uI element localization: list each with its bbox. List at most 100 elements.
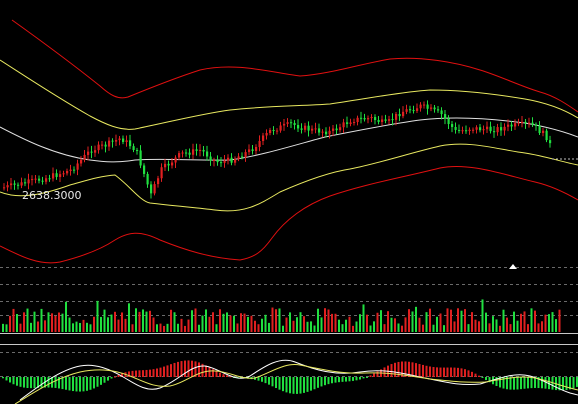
volume-bar bbox=[135, 308, 137, 332]
candle-body bbox=[416, 108, 419, 111]
macd-histogram-bar bbox=[93, 377, 95, 389]
macd-histogram-bar bbox=[194, 361, 197, 377]
macd-histogram-bar bbox=[345, 377, 347, 382]
macd-histogram-bar bbox=[366, 377, 368, 378]
macd-histogram-bar bbox=[222, 374, 225, 377]
candle-body bbox=[234, 159, 237, 163]
macd-histogram-bar bbox=[278, 377, 281, 390]
candle-body bbox=[426, 104, 429, 109]
candle-body bbox=[493, 131, 496, 133]
candle-body bbox=[69, 169, 72, 171]
candle-body bbox=[370, 117, 373, 119]
candle-body bbox=[412, 110, 415, 112]
macd-histogram-bar bbox=[163, 366, 165, 377]
candle-body bbox=[80, 159, 83, 164]
volume-bar bbox=[89, 324, 92, 332]
macd-histogram-bar bbox=[96, 377, 99, 387]
candle-body bbox=[52, 173, 55, 179]
macd-histogram-bar bbox=[180, 361, 183, 377]
candle-body bbox=[45, 178, 48, 182]
candle-body bbox=[136, 149, 139, 151]
main-price-panel[interactable] bbox=[0, 19, 578, 264]
volume-bar bbox=[558, 309, 561, 332]
volume-bar bbox=[131, 324, 134, 332]
candle-body bbox=[339, 127, 342, 131]
macd-histogram-bar bbox=[128, 371, 130, 377]
macd-histogram-bar bbox=[187, 360, 190, 377]
macd-dea-line bbox=[14, 363, 578, 404]
macd-histogram-bar bbox=[474, 373, 477, 377]
macd-histogram-bar bbox=[446, 367, 449, 377]
macd-histogram-bar bbox=[394, 362, 396, 377]
macd-histogram-bar bbox=[516, 377, 519, 390]
volume-bar bbox=[268, 322, 270, 332]
candle-body bbox=[111, 140, 114, 142]
candle-body bbox=[433, 107, 436, 110]
volume-bar bbox=[205, 309, 207, 332]
volume-bar bbox=[142, 309, 144, 332]
volume-bar bbox=[471, 312, 473, 332]
candle-body bbox=[538, 125, 541, 134]
volume-bar bbox=[320, 317, 323, 332]
macd-histogram-bar bbox=[432, 367, 435, 377]
volume-bar bbox=[275, 309, 277, 332]
volume-bar bbox=[159, 323, 162, 332]
macd-histogram-bar bbox=[534, 377, 536, 388]
outer-upper-band bbox=[11, 19, 578, 113]
macd-histogram-bar bbox=[103, 377, 106, 383]
volume-bar bbox=[383, 324, 386, 332]
volume-bar bbox=[541, 321, 543, 332]
volume-bar bbox=[236, 323, 239, 332]
candle-body bbox=[94, 150, 97, 153]
macd-histogram-bar bbox=[537, 377, 540, 389]
macd-histogram-bar bbox=[275, 377, 277, 389]
candle-body bbox=[535, 124, 538, 126]
macd-histogram-bar bbox=[65, 377, 67, 390]
candle-body bbox=[335, 128, 338, 131]
volume-bar bbox=[457, 308, 459, 332]
candle-body bbox=[286, 122, 289, 124]
macd-histogram-bar bbox=[527, 377, 529, 389]
macd-histogram-bar bbox=[495, 377, 498, 387]
macd-histogram-bar bbox=[401, 361, 403, 377]
volume-bar bbox=[555, 319, 557, 332]
candle-body bbox=[262, 135, 265, 142]
scroll-marker-icon[interactable] bbox=[509, 264, 517, 269]
candle-body bbox=[363, 118, 366, 120]
volume-bar bbox=[250, 315, 253, 332]
candle-body bbox=[503, 126, 506, 131]
macd-histogram-bar bbox=[422, 364, 424, 377]
volume-bar bbox=[380, 310, 382, 332]
candle-body bbox=[542, 130, 545, 134]
macd-histogram-bar bbox=[362, 377, 365, 379]
macd-histogram-bar bbox=[12, 377, 15, 385]
volume-bar bbox=[247, 316, 249, 332]
candle-body bbox=[3, 187, 6, 189]
candle-body bbox=[122, 138, 125, 142]
volume-panel[interactable] bbox=[2, 299, 561, 332]
macd-histogram-bar bbox=[373, 373, 375, 377]
macd-histogram-bar bbox=[264, 377, 267, 384]
price-marker-label: 2638.3000 bbox=[22, 189, 82, 202]
macd-histogram-bar bbox=[149, 369, 151, 377]
candle-body bbox=[437, 109, 440, 111]
candle-body bbox=[241, 156, 244, 158]
macd-histogram-bar bbox=[100, 377, 102, 385]
candle-body bbox=[272, 129, 275, 131]
macd-histogram-bar bbox=[212, 369, 214, 377]
candle-body bbox=[146, 173, 149, 185]
candle-body bbox=[199, 149, 202, 151]
volume-bar bbox=[551, 312, 554, 332]
volume-bar bbox=[82, 319, 85, 332]
volume-bar bbox=[366, 314, 368, 332]
volume-bar bbox=[257, 324, 260, 332]
volume-bar bbox=[429, 308, 431, 332]
macd-histogram-bar bbox=[348, 377, 351, 382]
candle-body bbox=[167, 163, 170, 166]
macd-histogram-bar bbox=[282, 377, 284, 392]
candle-body bbox=[377, 120, 380, 122]
candle-body bbox=[468, 129, 471, 132]
volume-bar bbox=[495, 319, 498, 332]
candle-body bbox=[62, 173, 65, 175]
